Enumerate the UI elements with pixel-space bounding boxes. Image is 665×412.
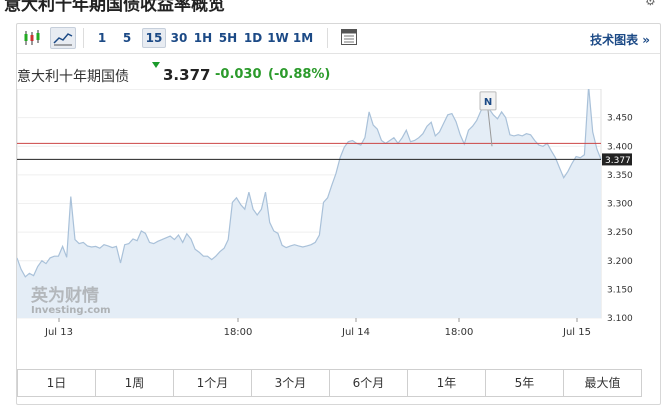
series-line — [17, 89, 602, 278]
news-marker-label[interactable]: N — [484, 97, 492, 108]
range-max-button[interactable]: 最大值 — [584, 376, 621, 390]
price-change-percent: (-0.88%) — [268, 67, 331, 82]
interval-1m[interactable]: 1M — [292, 31, 314, 45]
interval-30[interactable]: 30 — [170, 31, 188, 45]
chart-toolbar: 1 5 15 30 1H 5H 1D 1W 1M 技术图表 » — [17, 24, 660, 54]
y-tick-label: 3.400 — [607, 142, 633, 152]
y-tick-label: 3.300 — [607, 200, 633, 210]
interval-1h[interactable]: 1H — [193, 31, 213, 45]
x-tick-label: Jul 13 — [44, 327, 73, 338]
range-6m-button[interactable]: 6个月 — [330, 370, 408, 396]
y-tick-label: 3.100 — [607, 314, 633, 324]
range-1m-button[interactable]: 1个月 — [174, 370, 252, 396]
y-tick-label: 3.350 — [607, 171, 633, 181]
series-area — [17, 89, 601, 318]
settings-icon[interactable]: ⚙ — [645, 0, 656, 8]
interval-5h[interactable]: 5H — [218, 31, 238, 45]
interval-1d[interactable]: 1D — [243, 31, 263, 45]
page-title: 意大利十年期国债收益率概览 — [4, 0, 225, 15]
y-tick-label: 3.200 — [607, 257, 633, 267]
watermark-logo-cn: 英为财情 — [31, 285, 99, 306]
news-marker-stem — [487, 109, 493, 147]
range-1d-button[interactable]: 1日 — [18, 370, 96, 396]
chart-panel: 1 5 15 30 1H 5H 1D 1W 1M 技术图表 » 意大利十年期国债… — [16, 23, 661, 405]
current-price-tag — [602, 153, 632, 166]
range-5y-button[interactable]: 5年 — [486, 370, 564, 396]
current-price-label: 3.377 — [605, 156, 631, 166]
range-1y-button[interactable]: 1年 — [408, 370, 486, 396]
x-tick-label: 18:00 — [445, 327, 474, 338]
watermark-logo-en: Investing.com — [31, 305, 111, 316]
interval-1w[interactable]: 1W — [267, 31, 289, 45]
interval-5[interactable]: 5 — [122, 31, 132, 45]
x-tick-label: Jul 15 — [562, 327, 591, 338]
last-price: 3.377 — [163, 66, 211, 84]
x-tick-label: 18:00 — [224, 327, 253, 338]
range-1w-button[interactable]: 1周 — [96, 370, 174, 396]
calendar-icon[interactable] — [340, 28, 362, 46]
down-arrow-icon — [152, 62, 160, 68]
x-tick-label: Jul 14 — [341, 327, 370, 338]
news-marker[interactable] — [479, 91, 497, 111]
advanced-chart-link[interactable]: 技术图表 » — [590, 33, 650, 47]
range-selector: 1日 1周 1个月 3个月 6个月 1年 5年 最大值 — [17, 369, 642, 397]
y-tick-label: 3.150 — [607, 285, 633, 295]
interval-15[interactable]: 15 — [142, 28, 166, 48]
price-change: -0.030 — [215, 67, 262, 82]
interval-1[interactable]: 1 — [97, 31, 107, 45]
toolbar-separator — [327, 28, 328, 48]
price-chart[interactable]: 3.450 3.400 3.350 3.300 3.250 3.200 3.150 3.100… — [17, 89, 660, 364]
toolbar-separator — [83, 28, 84, 48]
area-chart-icon[interactable] — [50, 27, 76, 49]
instrument-name: 意大利十年期国债 — [17, 69, 129, 85]
y-tick-label: 3.250 — [607, 228, 633, 238]
y-tick-label: 3.450 — [607, 114, 633, 124]
range-3m-button[interactable]: 3个月 — [252, 370, 330, 396]
candlestick-chart-icon[interactable] — [22, 29, 44, 47]
